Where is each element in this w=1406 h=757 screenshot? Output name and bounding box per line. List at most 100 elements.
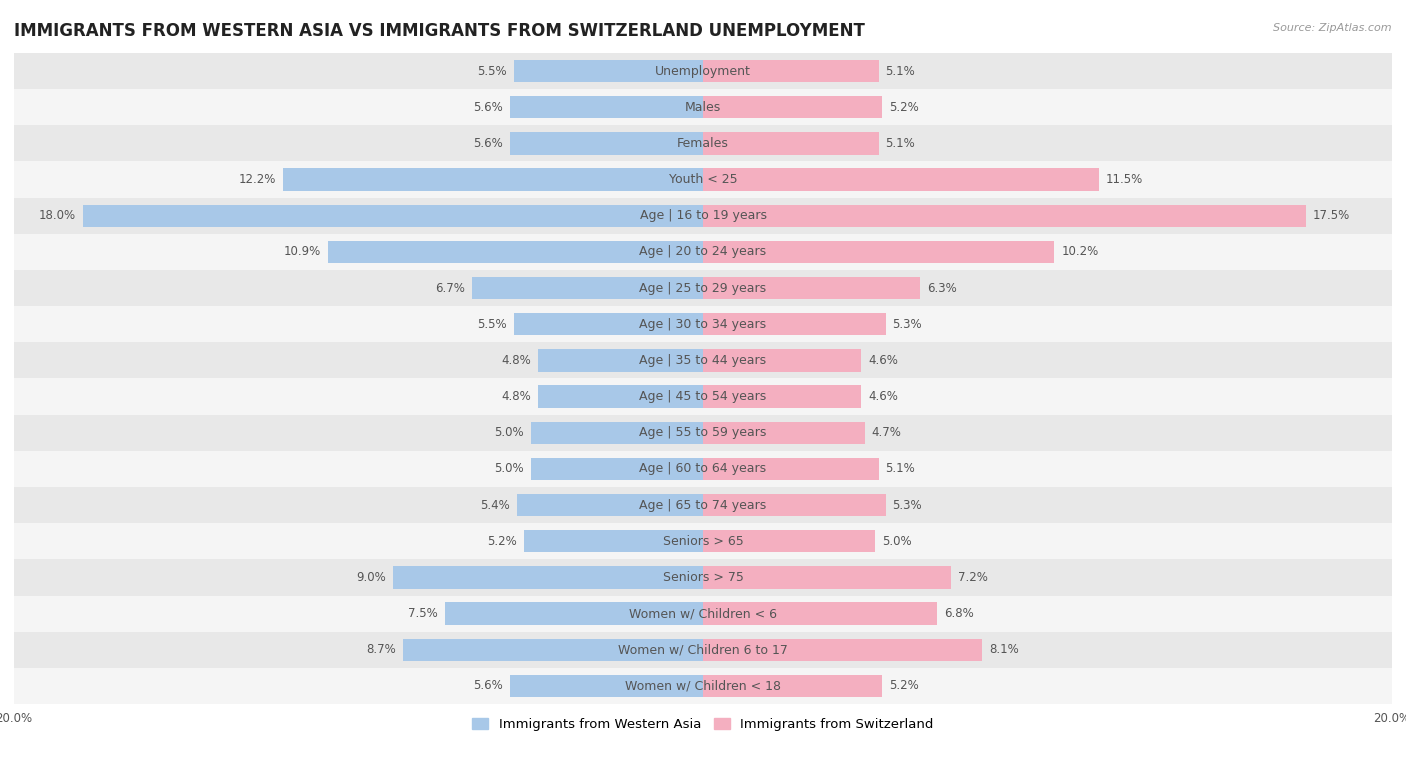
Text: 5.2%: 5.2% (889, 101, 918, 114)
Text: 5.0%: 5.0% (495, 463, 524, 475)
Bar (283, 168, 703, 191)
Text: Age | 45 to 54 years: Age | 45 to 54 years (640, 390, 766, 403)
Text: 9.0%: 9.0% (356, 571, 387, 584)
Bar (703, 566, 950, 589)
Text: 5.0%: 5.0% (495, 426, 524, 439)
Bar (703, 458, 879, 480)
Text: Age | 35 to 44 years: Age | 35 to 44 years (640, 354, 766, 367)
Bar (83, 204, 703, 227)
Text: 4.8%: 4.8% (501, 354, 531, 367)
Text: 5.2%: 5.2% (889, 680, 918, 693)
Bar (14, 306, 1392, 342)
Bar (703, 277, 920, 299)
Text: 17.5%: 17.5% (1313, 209, 1350, 223)
Bar (703, 313, 886, 335)
Text: Unemployment: Unemployment (655, 64, 751, 77)
Text: 7.2%: 7.2% (957, 571, 988, 584)
Text: Youth < 25: Youth < 25 (669, 173, 737, 186)
Text: 5.3%: 5.3% (893, 318, 922, 331)
Text: Women w/ Children < 6: Women w/ Children < 6 (628, 607, 778, 620)
Text: Females: Females (678, 137, 728, 150)
Legend: Immigrants from Western Asia, Immigrants from Switzerland: Immigrants from Western Asia, Immigrants… (467, 713, 939, 737)
Bar (531, 422, 703, 444)
Text: 10.2%: 10.2% (1062, 245, 1098, 258)
Text: 5.6%: 5.6% (474, 101, 503, 114)
Bar (392, 566, 703, 589)
Text: Age | 60 to 64 years: Age | 60 to 64 years (640, 463, 766, 475)
Bar (14, 668, 1392, 704)
Text: 5.6%: 5.6% (474, 137, 503, 150)
Bar (524, 530, 703, 553)
Bar (14, 523, 1392, 559)
Text: 4.7%: 4.7% (872, 426, 901, 439)
Bar (703, 349, 862, 372)
Bar (14, 378, 1392, 415)
Text: Males: Males (685, 101, 721, 114)
Text: Source: ZipAtlas.com: Source: ZipAtlas.com (1274, 23, 1392, 33)
Text: Seniors > 75: Seniors > 75 (662, 571, 744, 584)
Bar (703, 385, 862, 408)
Bar (14, 415, 1392, 451)
Bar (703, 168, 1099, 191)
Bar (14, 198, 1392, 234)
Text: 5.1%: 5.1% (886, 137, 915, 150)
Bar (517, 494, 703, 516)
Text: 6.7%: 6.7% (436, 282, 465, 294)
Text: 8.1%: 8.1% (988, 643, 1019, 656)
Text: 4.6%: 4.6% (869, 354, 898, 367)
Bar (404, 639, 703, 661)
Bar (510, 674, 703, 697)
Bar (444, 603, 703, 625)
Text: Seniors > 65: Seniors > 65 (662, 534, 744, 548)
Text: 7.5%: 7.5% (408, 607, 437, 620)
Bar (14, 270, 1392, 306)
Bar (537, 349, 703, 372)
Text: 5.1%: 5.1% (886, 64, 915, 77)
Text: Women w/ Children < 18: Women w/ Children < 18 (626, 680, 780, 693)
Bar (703, 639, 981, 661)
Text: Age | 30 to 34 years: Age | 30 to 34 years (640, 318, 766, 331)
Bar (537, 385, 703, 408)
Text: Age | 16 to 19 years: Age | 16 to 19 years (640, 209, 766, 223)
Bar (703, 674, 882, 697)
Text: Age | 20 to 24 years: Age | 20 to 24 years (640, 245, 766, 258)
Text: 5.0%: 5.0% (882, 534, 911, 548)
Bar (531, 458, 703, 480)
Text: Age | 25 to 29 years: Age | 25 to 29 years (640, 282, 766, 294)
Text: 5.3%: 5.3% (893, 499, 922, 512)
Bar (703, 204, 1306, 227)
Bar (14, 161, 1392, 198)
Bar (14, 89, 1392, 126)
Text: 6.3%: 6.3% (927, 282, 956, 294)
Bar (14, 596, 1392, 631)
Bar (703, 422, 865, 444)
Bar (328, 241, 703, 263)
Text: Age | 65 to 74 years: Age | 65 to 74 years (640, 499, 766, 512)
Bar (513, 60, 703, 83)
Text: 18.0%: 18.0% (39, 209, 76, 223)
Bar (14, 126, 1392, 161)
Bar (703, 132, 879, 154)
Bar (703, 96, 882, 118)
Bar (14, 487, 1392, 523)
Text: IMMIGRANTS FROM WESTERN ASIA VS IMMIGRANTS FROM SWITZERLAND UNEMPLOYMENT: IMMIGRANTS FROM WESTERN ASIA VS IMMIGRAN… (14, 22, 865, 40)
Text: 10.9%: 10.9% (284, 245, 321, 258)
Bar (14, 234, 1392, 270)
Text: 5.1%: 5.1% (886, 463, 915, 475)
Text: 4.6%: 4.6% (869, 390, 898, 403)
Bar (14, 53, 1392, 89)
Bar (510, 132, 703, 154)
Text: 11.5%: 11.5% (1107, 173, 1143, 186)
Bar (703, 60, 879, 83)
Bar (513, 313, 703, 335)
Text: 5.5%: 5.5% (477, 318, 506, 331)
Text: 5.6%: 5.6% (474, 680, 503, 693)
Text: Age | 55 to 59 years: Age | 55 to 59 years (640, 426, 766, 439)
Text: 5.2%: 5.2% (488, 534, 517, 548)
Text: 6.8%: 6.8% (945, 607, 974, 620)
Text: 12.2%: 12.2% (239, 173, 276, 186)
Text: 5.4%: 5.4% (481, 499, 510, 512)
Text: 5.5%: 5.5% (477, 64, 506, 77)
Bar (703, 603, 938, 625)
Bar (14, 631, 1392, 668)
